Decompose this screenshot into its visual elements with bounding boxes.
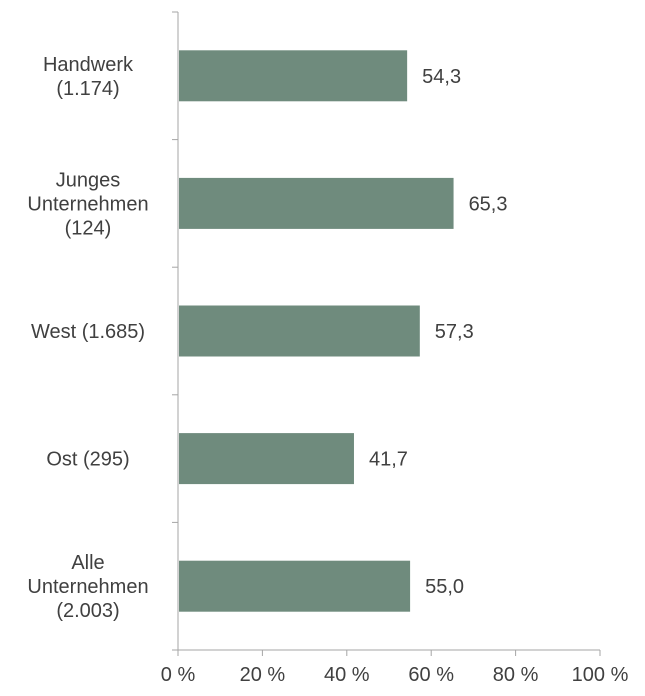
category-label: Handwerk (1.174) [43,54,134,100]
x-tick-label: 60 % [408,664,454,686]
category-label-line: (2.003) [56,600,119,622]
category-label-line: (1.174) [56,78,119,100]
x-tick-label: 100 % [572,664,629,686]
category-label: Alle Unternehmen (2.003) [27,552,148,622]
bar [179,560,411,612]
x-tick-label: 80 % [493,664,539,686]
category-label-line: Ost (295) [46,449,129,471]
category-label-line: Unternehmen [27,193,148,215]
category-label-line: (124) [65,217,112,239]
bar-value-label: 65,3 [469,193,508,215]
category-label: Ost (295) [46,449,129,471]
labels-layer: 0 % 20 % 40 % 60 % 80 % 100 % 54,3 Handwerk (1.1… [27,54,628,686]
bars-layer [179,50,454,612]
x-tick-label: 20 % [240,664,286,686]
bar [179,177,454,229]
bar-value-label: 54,3 [422,66,461,88]
bar-value-label: 57,3 [435,321,474,343]
bar-value-label: 41,7 [369,449,408,471]
category-label: West (1.685) [31,321,145,343]
category-label-line: Unternehmen [27,576,148,598]
bar [179,433,354,485]
x-tick-label: 40 % [324,664,370,686]
category-label-line: Alle [71,552,104,574]
axis-layer [172,11,601,656]
category-label: Junges Unternehmen (124) [27,169,148,239]
category-label-line: Junges [56,169,121,191]
category-label-line: Handwerk [43,54,134,76]
x-tick-label: 0 % [161,664,196,686]
category-label-line: West (1.685) [31,321,145,343]
bar [179,50,408,102]
bar [179,305,420,357]
bar-value-label: 55,0 [425,576,464,598]
